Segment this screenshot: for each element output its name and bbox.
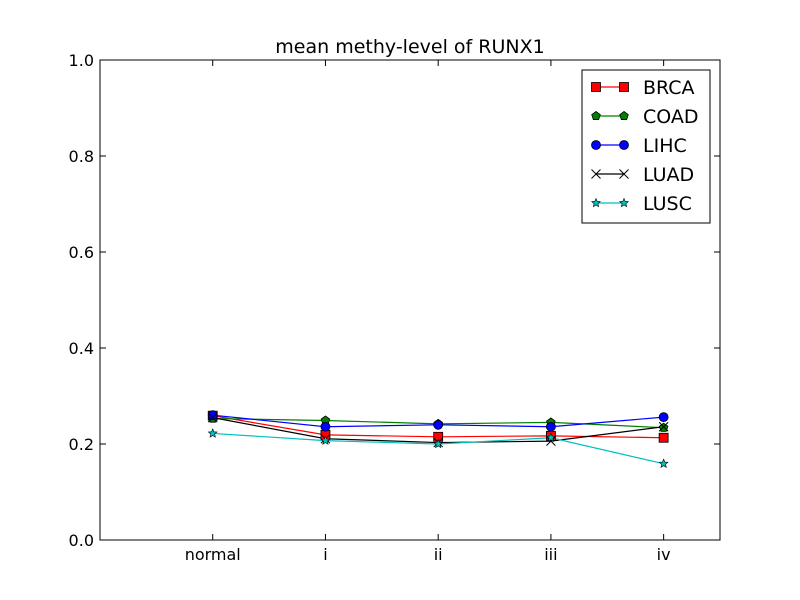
legend-label: LUSC bbox=[643, 193, 692, 215]
chart-title: mean methy-level of RUNX1 bbox=[275, 36, 544, 58]
data-point-circle bbox=[433, 419, 444, 430]
data-point-circle bbox=[619, 140, 629, 150]
data-point-circle bbox=[658, 412, 669, 423]
y-tick-label: 0.0 bbox=[69, 531, 94, 550]
data-point-star bbox=[545, 432, 556, 443]
data-point-square bbox=[591, 82, 601, 92]
data-point-star bbox=[207, 428, 218, 438]
y-tick-label: 1.0 bbox=[69, 51, 94, 70]
data-point-circle bbox=[207, 410, 218, 421]
data-point-star bbox=[618, 197, 630, 208]
data-point-circle bbox=[546, 421, 556, 432]
y-tick-label: 0.6 bbox=[69, 243, 94, 262]
data-point-x bbox=[658, 421, 669, 432]
data-point-x bbox=[619, 169, 629, 179]
data-point-x bbox=[591, 169, 601, 179]
data-point-star bbox=[658, 458, 669, 468]
legend-frame bbox=[581, 69, 711, 224]
x-tick-label: ii bbox=[434, 545, 443, 564]
data-point-square bbox=[658, 432, 669, 443]
x-tick-label: iii bbox=[544, 545, 557, 564]
data-point-square bbox=[619, 82, 629, 92]
series-lines bbox=[207, 410, 669, 468]
x-tick-label: i bbox=[323, 545, 327, 564]
data-point-circle bbox=[591, 140, 601, 150]
legend-label: BRCA bbox=[643, 77, 695, 99]
data-point-star bbox=[433, 438, 444, 449]
data-point-star bbox=[320, 435, 331, 445]
plot-area-frame bbox=[99, 59, 721, 541]
data-point-x bbox=[546, 436, 556, 446]
x-tick-label: normal bbox=[185, 545, 241, 564]
data-point-pentagon bbox=[619, 111, 629, 121]
y-tick-label: 0.8 bbox=[69, 147, 94, 166]
y-tick-label: 0.4 bbox=[69, 339, 94, 358]
data-point-x bbox=[207, 412, 218, 423]
legend-label: COAD bbox=[643, 106, 699, 128]
legend: BRCA COAD LIHC LUAD LUSC bbox=[581, 69, 711, 224]
legend-label: LIHC bbox=[643, 135, 687, 157]
data-point-star bbox=[590, 197, 602, 208]
legend-label: LUAD bbox=[643, 164, 694, 186]
y-tick-label: 0.2 bbox=[69, 435, 94, 454]
data-point-circle bbox=[320, 421, 331, 432]
data-point-pentagon bbox=[591, 111, 601, 121]
x-tick-label: iv bbox=[657, 545, 671, 564]
